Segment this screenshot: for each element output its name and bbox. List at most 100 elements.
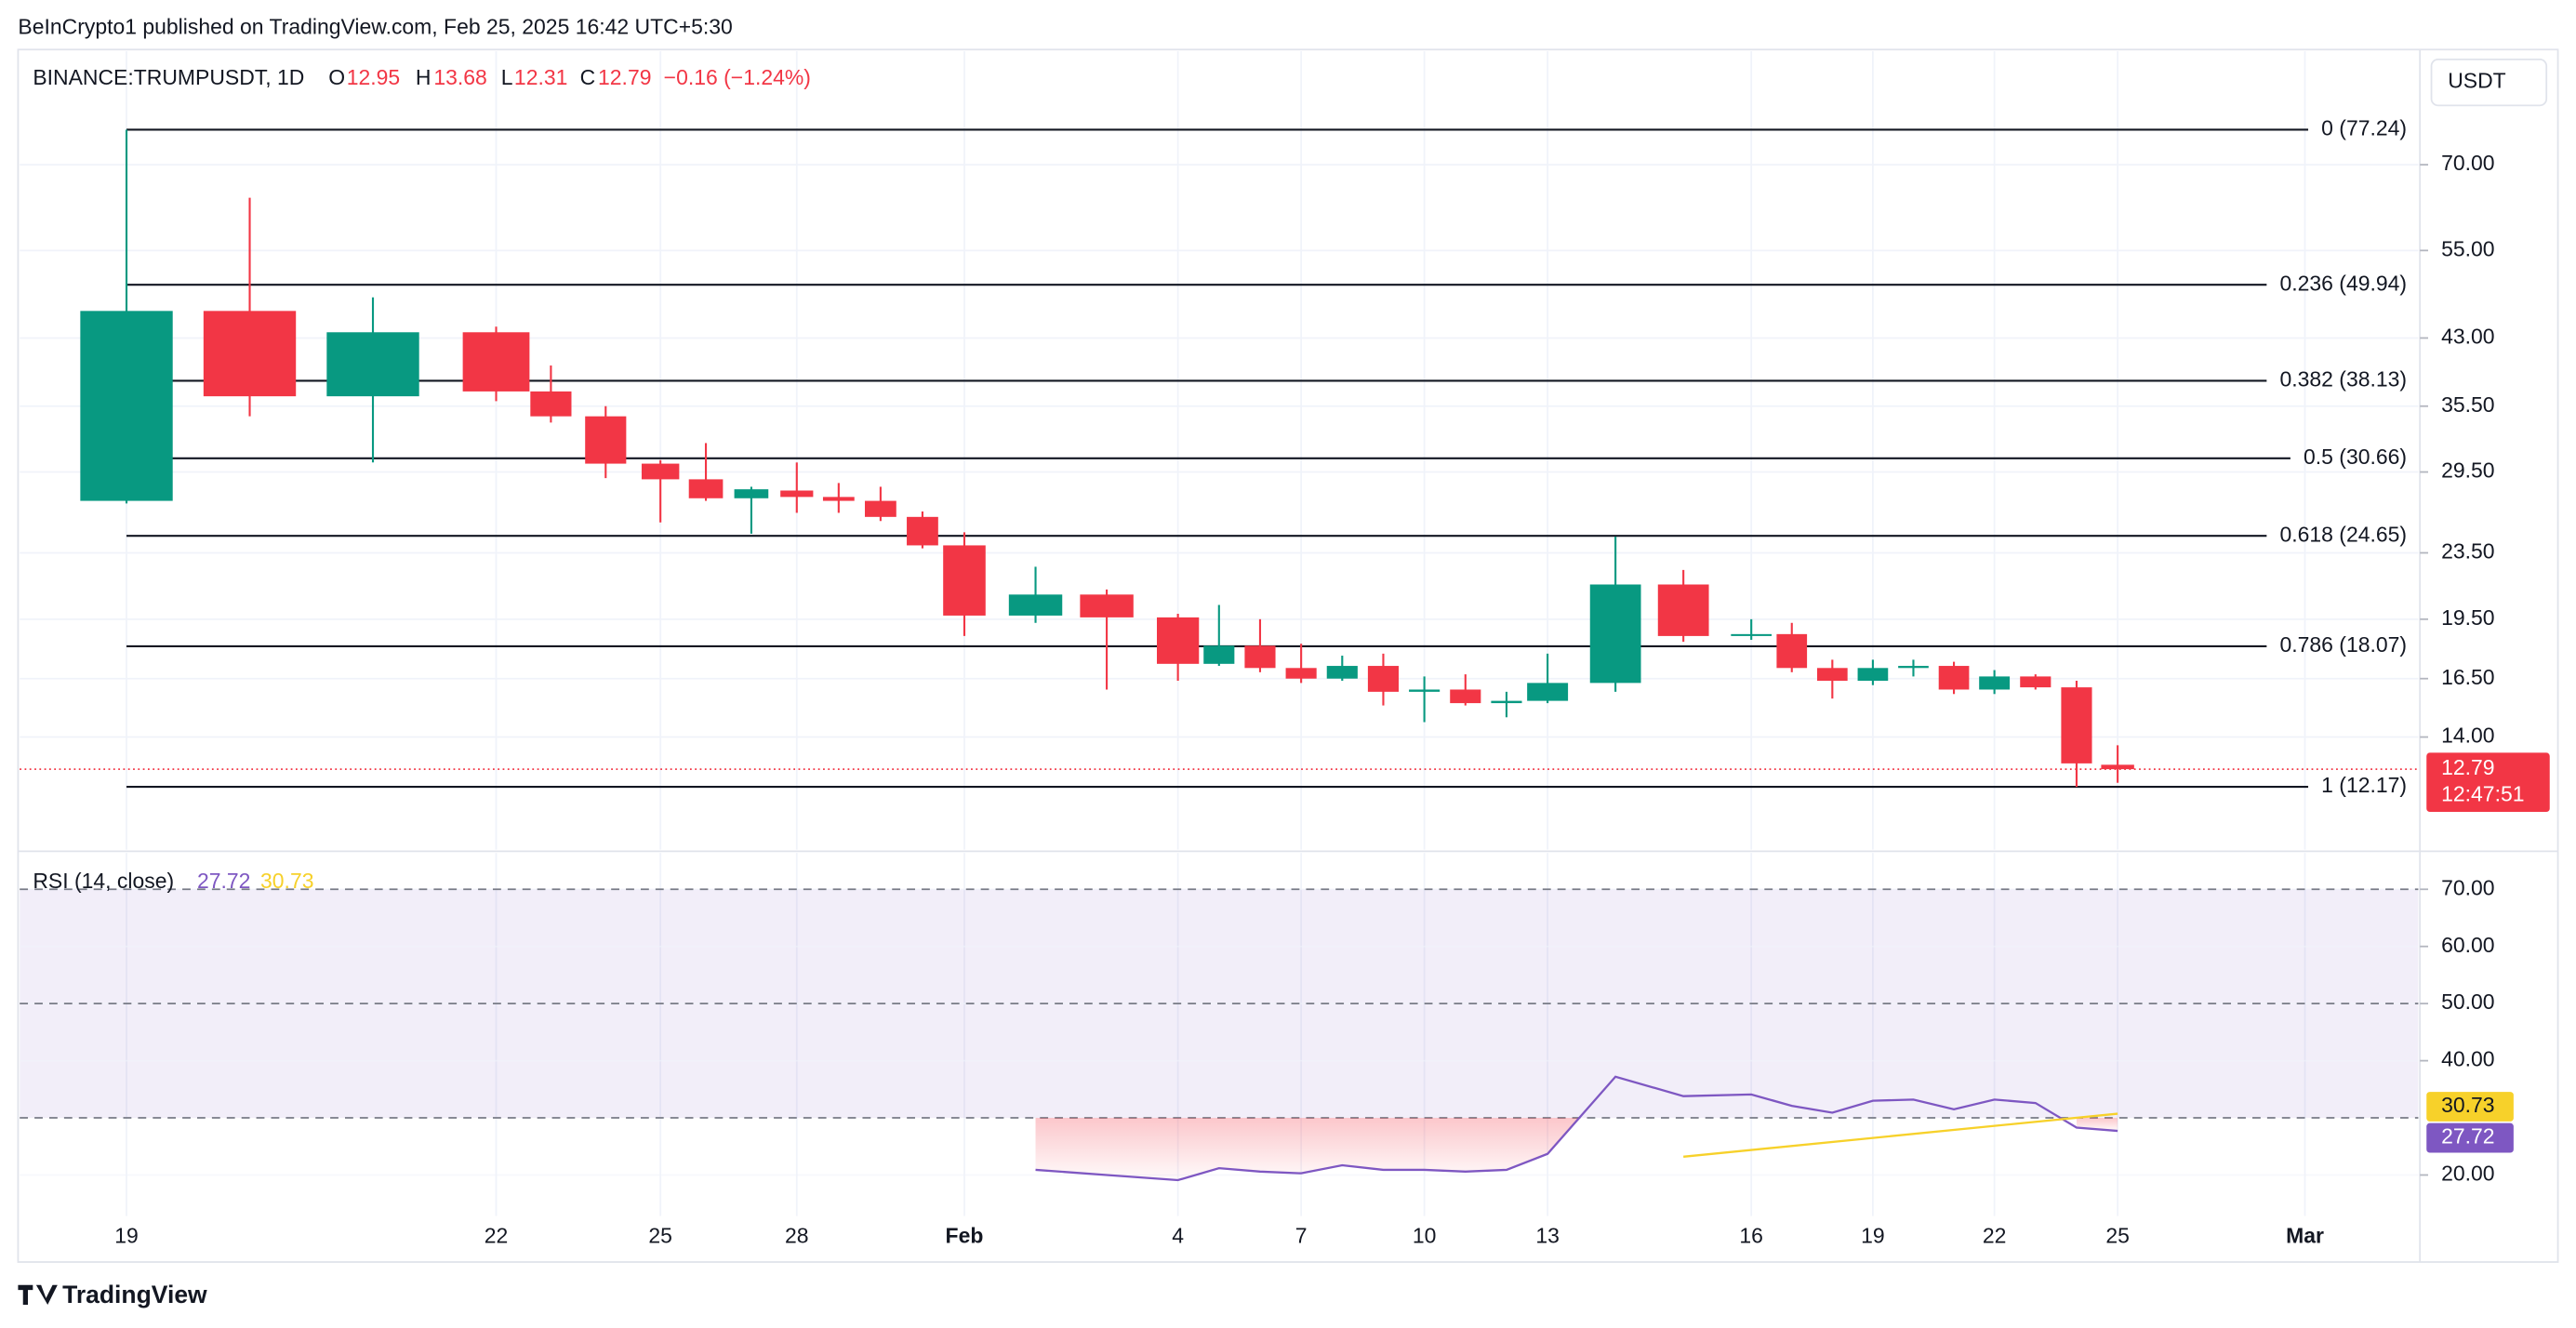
fib-label: 0.618 (24.65): [2279, 522, 2407, 546]
x-tick-label: 25: [648, 1224, 672, 1248]
candle-body: [1367, 666, 1400, 692]
x-tick-label: 25: [2105, 1224, 2130, 1248]
candle-body: [1491, 700, 1522, 704]
rsi-title: RSI (14, close): [33, 869, 174, 893]
candle-body: [530, 391, 572, 417]
y-tick-label: 70.00: [2441, 151, 2494, 175]
candle-body: [2101, 764, 2134, 770]
x-tick-label: Feb: [946, 1224, 984, 1248]
candle-body: [1203, 645, 1235, 664]
candle-body: [326, 332, 419, 397]
chart-frame: [17, 48, 2559, 1263]
last-price: 12.79: [2441, 755, 2494, 779]
candle-body: [943, 545, 986, 616]
candle-body: [1816, 668, 1848, 682]
candle-body: [780, 490, 814, 498]
change: −0.16 (−1.24%): [664, 65, 811, 89]
candle-body: [907, 516, 938, 546]
ohlc-letter: L: [501, 65, 513, 89]
candle-body: [1527, 683, 1569, 701]
candle-body: [1409, 689, 1441, 692]
ohlc-value: 12.95: [347, 65, 400, 89]
countdown: 12:47:51: [2441, 781, 2524, 805]
candle-body: [1450, 689, 1481, 704]
candle-body: [1938, 666, 1970, 690]
y-tick-label: 16.50: [2441, 665, 2494, 689]
y-tick-label: 50.00: [2441, 989, 2494, 1014]
candle-body: [1285, 668, 1317, 679]
candle-body: [641, 463, 680, 480]
currency-box: [2430, 59, 2548, 107]
logo-mark: [18, 1284, 58, 1305]
tradingview-logo: TradingView: [18, 1281, 207, 1308]
y-tick-label: 60.00: [2441, 933, 2494, 957]
x-tick-label: 28: [785, 1224, 809, 1248]
rsi-value-box: [2426, 1122, 2514, 1153]
last-price-box: [2426, 752, 2550, 813]
candle-body: [734, 489, 769, 498]
y-tick-label: 43.00: [2441, 325, 2494, 349]
candle-body: [1008, 594, 1063, 616]
ohlc-letter: H: [416, 65, 432, 89]
candle-body: [1979, 676, 2011, 690]
x-tick-label: 16: [1739, 1224, 1763, 1248]
candle-body: [2061, 687, 2092, 764]
candle-body: [80, 311, 173, 501]
candle-body: [688, 479, 724, 498]
symbol: BINANCE:TRUMPUSDT, 1D: [33, 65, 304, 89]
y-tick-label: 35.50: [2441, 392, 2494, 417]
y-tick-label: 20.00: [2441, 1162, 2494, 1186]
candle-body: [1589, 584, 1641, 684]
publisher: BeInCrypto1 published on TradingView.com…: [18, 14, 732, 38]
candle-body: [1244, 645, 1276, 669]
candle-body: [1898, 666, 1929, 669]
x-tick-label: 22: [485, 1224, 509, 1248]
fib-label: 1 (12.17): [2321, 773, 2407, 797]
candle-body: [822, 497, 855, 501]
candle-body: [203, 311, 297, 397]
ohlc-letter: C: [580, 65, 596, 89]
y-tick-label: 40.00: [2441, 1047, 2494, 1071]
rsi-legend-value: 27.72: [197, 869, 250, 893]
y-tick-label: 23.50: [2441, 539, 2494, 564]
y-tick-label: 14.00: [2441, 724, 2494, 748]
candle-body: [1857, 668, 1889, 682]
candle-body: [462, 332, 530, 392]
candle-body: [585, 416, 627, 464]
ohlc-value: 12.79: [598, 65, 651, 89]
x-tick-label: 10: [1413, 1224, 1437, 1248]
rsi-line: [1035, 1075, 2118, 1182]
candle-body: [1080, 594, 1134, 618]
y-tick-label: 55.00: [2441, 236, 2494, 260]
rsi-axis-value: 30.73: [2441, 1093, 2494, 1117]
logo-text: TradingView: [62, 1281, 207, 1308]
currency: USDT: [2448, 69, 2505, 93]
y-tick-label: 70.00: [2441, 875, 2494, 899]
rsi-axis-value: 27.72: [2441, 1124, 2494, 1149]
y-tick-label: 19.50: [2441, 605, 2494, 630]
x-tick-label: 19: [114, 1224, 139, 1248]
ohlc-letter: O: [328, 65, 345, 89]
candle-body: [1776, 633, 1808, 669]
x-tick-label: 19: [1861, 1224, 1885, 1248]
x-tick-label: 22: [1983, 1224, 2007, 1248]
candle-body: [1731, 633, 1773, 636]
oversold-area: [1035, 1118, 1580, 1181]
candle-body: [864, 500, 896, 517]
candle-body: [1157, 617, 1200, 664]
candle-body: [1657, 584, 1709, 636]
chart-layer: 19 22 25 28 Feb 4 7 10 13 16 19 22 25 Mar 14.00 16.50 19…: [20, 51, 2550, 1248]
rsi-line: [1683, 1112, 2118, 1158]
ohlc-value: 12.31: [514, 65, 567, 89]
rsi-value-box: [2426, 1092, 2514, 1122]
x-tick-label: 4: [1172, 1224, 1184, 1248]
fib-label: 0.5 (30.66): [2304, 445, 2407, 469]
x-tick-label: 13: [1535, 1224, 1560, 1248]
fib-label: 0.786 (18.07): [2279, 632, 2407, 657]
fib-label: 0 (77.24): [2321, 116, 2407, 140]
ohlc-value: 13.68: [433, 65, 486, 89]
candle-body: [1326, 666, 1358, 679]
